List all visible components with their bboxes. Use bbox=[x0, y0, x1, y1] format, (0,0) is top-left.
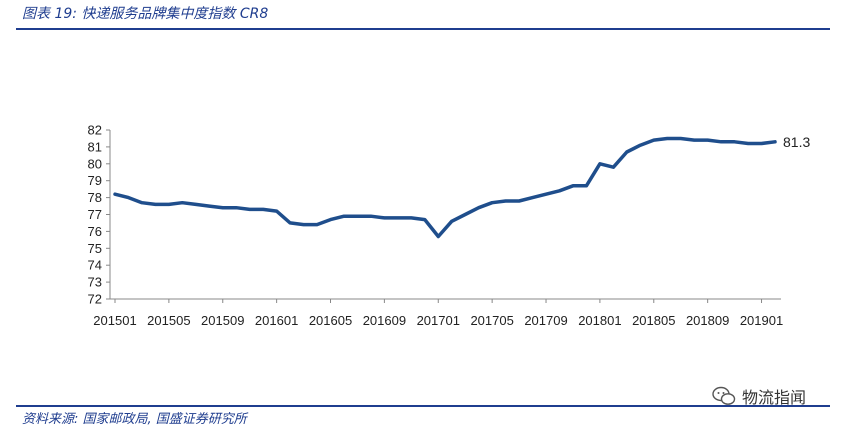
y-tick-label: 80 bbox=[88, 156, 102, 171]
y-tick-label: 74 bbox=[88, 258, 102, 273]
end-value-label: 81.3 bbox=[783, 134, 810, 150]
x-tick-label: 201705 bbox=[470, 313, 513, 328]
bottom-divider bbox=[16, 405, 830, 407]
x-tick-label: 201505 bbox=[147, 313, 190, 328]
y-tick-label: 75 bbox=[88, 241, 102, 256]
source-note: 资料来源: 国家邮政局, 国盛证券研究所 bbox=[22, 412, 247, 427]
x-tick-label: 201605 bbox=[309, 313, 352, 328]
x-tick-label: 201809 bbox=[686, 313, 729, 328]
x-tick-label: 201709 bbox=[524, 313, 567, 328]
watermark-text: 物流指闻 bbox=[742, 388, 807, 407]
x-axis: 201501 201505 201509 201601 201605 201609 2017… bbox=[93, 298, 783, 328]
x-tick-label: 201901 bbox=[740, 313, 783, 328]
top-divider bbox=[16, 28, 830, 30]
y-tick-label: 76 bbox=[88, 224, 102, 239]
figure-title: 图表 19: 快递服务品牌集中度指数 CR8 bbox=[22, 6, 269, 22]
y-tick-label: 73 bbox=[88, 275, 102, 290]
y-tick-label: 72 bbox=[88, 292, 102, 307]
x-tick-label: 201501 bbox=[93, 313, 136, 328]
series-line bbox=[113, 136, 777, 239]
x-tick-label: 201509 bbox=[201, 313, 244, 328]
x-tick-label: 201601 bbox=[255, 313, 298, 328]
x-tick-label: 201701 bbox=[417, 313, 460, 328]
watermark: 物流指闻 bbox=[712, 385, 806, 407]
y-tick-label: 77 bbox=[88, 207, 102, 222]
y-tick-label: 78 bbox=[88, 190, 102, 205]
x-tick-label: 201609 bbox=[363, 313, 406, 328]
wechat-icon bbox=[712, 386, 736, 405]
series-group: 81.3 bbox=[113, 134, 810, 239]
x-tick-label: 201801 bbox=[578, 313, 621, 328]
y-tick-label: 79 bbox=[88, 173, 102, 188]
y-tick-label: 81 bbox=[88, 139, 102, 154]
y-tick-label: 82 bbox=[88, 123, 102, 138]
x-tick-label: 201805 bbox=[632, 313, 675, 328]
